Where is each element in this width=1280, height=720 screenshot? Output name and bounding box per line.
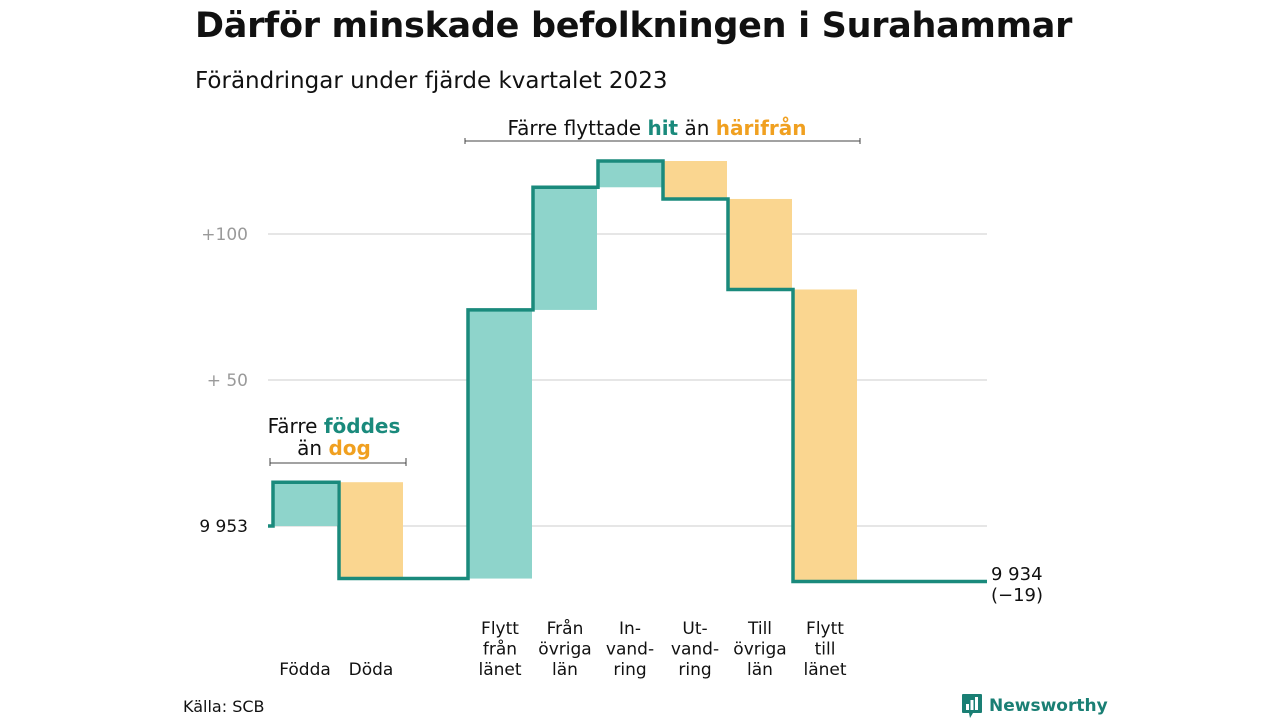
y-tick-label: +100 [201, 225, 248, 245]
annotation-segment: än [297, 436, 328, 460]
moves-annotation: Färre flyttade hit än härifrån [507, 116, 806, 140]
x-category-label: Till [747, 619, 772, 639]
annotation-segment: föddes [324, 414, 401, 438]
births-annotation: Färre föddes [268, 414, 401, 438]
annotation-segment: Färre flyttade [507, 116, 647, 140]
x-category-label: vand- [671, 640, 719, 660]
annotation-segment: än [678, 116, 716, 140]
end-value-label: 9 934 [991, 564, 1043, 585]
x-category-label: ring [678, 660, 711, 680]
births-annotation: än dog [297, 436, 371, 460]
y-tick-label: 9 953 [199, 517, 248, 537]
brand-name: Newsworthy [989, 696, 1108, 716]
bar-out [339, 482, 403, 579]
newsworthy-logo-icon [962, 694, 982, 718]
x-category-label: Flytt [806, 619, 844, 639]
chart-title: Därför minskade befolkningen i Surahamma… [195, 6, 1073, 46]
end-change-label: (−19) [991, 585, 1043, 606]
x-category-label: Födda [279, 660, 331, 680]
x-category-label: länet [478, 660, 521, 680]
source-note: Källa: SCB [183, 697, 265, 716]
x-category-label: Flytt [481, 619, 519, 639]
x-category-label: Ut- [682, 619, 707, 639]
x-category-label: län [747, 660, 773, 680]
bar-out [663, 161, 727, 199]
brand-logo: Newsworthy [961, 693, 1108, 719]
annotation-segment: härifrån [716, 116, 807, 140]
chart-subtitle: Förändringar under fjärde kvartalet 2023 [195, 68, 668, 94]
x-category-label: län [552, 660, 578, 680]
x-category-label: vand- [606, 640, 654, 660]
x-category-label: övriga [538, 640, 591, 660]
x-category-label: från [483, 639, 517, 660]
bar-in [468, 309, 532, 579]
bar-out [793, 289, 857, 582]
x-category-label: Döda [349, 660, 394, 680]
x-category-label: Från [547, 618, 584, 639]
x-category-label: till [815, 640, 836, 660]
y-tick-label: + 50 [207, 371, 248, 391]
moves-bracket [464, 138, 861, 144]
x-category-label: övriga [733, 640, 786, 660]
births-bracket [269, 458, 407, 466]
x-category-label: länet [803, 660, 846, 680]
bar-in [273, 482, 337, 526]
bar-in [533, 187, 597, 310]
bar-in [598, 161, 662, 188]
annotation-segment: hit [647, 116, 678, 140]
cumulative-step-line [268, 159, 987, 584]
x-category-label: In- [619, 619, 641, 639]
bar-out [728, 198, 792, 290]
x-category-label: ring [613, 660, 646, 680]
annotation-segment: dog [328, 436, 370, 460]
annotation-segment: Färre [268, 414, 324, 438]
